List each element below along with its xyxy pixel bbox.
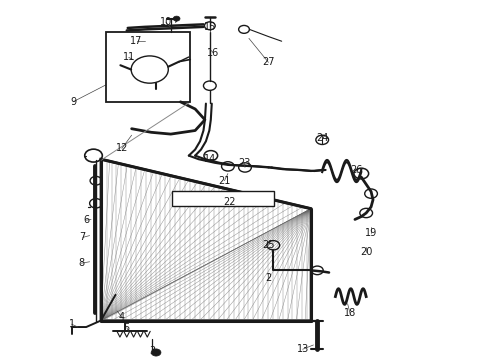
- Text: 14: 14: [204, 154, 216, 164]
- Polygon shape: [172, 192, 274, 206]
- Text: 24: 24: [316, 133, 328, 143]
- Circle shape: [173, 16, 180, 21]
- Text: 27: 27: [262, 57, 275, 67]
- Text: 6: 6: [83, 215, 89, 225]
- Text: 22: 22: [223, 197, 236, 207]
- Text: 5: 5: [123, 323, 130, 333]
- Text: 15: 15: [204, 22, 216, 32]
- Text: 18: 18: [344, 309, 356, 318]
- Text: 12: 12: [116, 143, 128, 153]
- Text: 10: 10: [160, 17, 172, 27]
- Text: 13: 13: [296, 344, 309, 354]
- Text: 16: 16: [207, 48, 220, 58]
- Text: 9: 9: [70, 97, 76, 107]
- Text: 25: 25: [262, 240, 275, 250]
- Text: 23: 23: [238, 158, 250, 168]
- Text: 21: 21: [218, 176, 231, 186]
- Text: 4: 4: [119, 312, 125, 322]
- Text: 3: 3: [149, 346, 155, 356]
- Polygon shape: [101, 159, 311, 320]
- Text: 1: 1: [69, 319, 74, 329]
- Text: 8: 8: [78, 258, 84, 268]
- Circle shape: [151, 349, 161, 356]
- Text: 17: 17: [130, 36, 143, 46]
- Text: 26: 26: [350, 165, 363, 175]
- Text: 7: 7: [80, 232, 86, 242]
- Text: 11: 11: [122, 52, 135, 62]
- Text: 19: 19: [365, 228, 377, 238]
- Text: 2: 2: [265, 273, 271, 283]
- Text: 20: 20: [360, 247, 372, 257]
